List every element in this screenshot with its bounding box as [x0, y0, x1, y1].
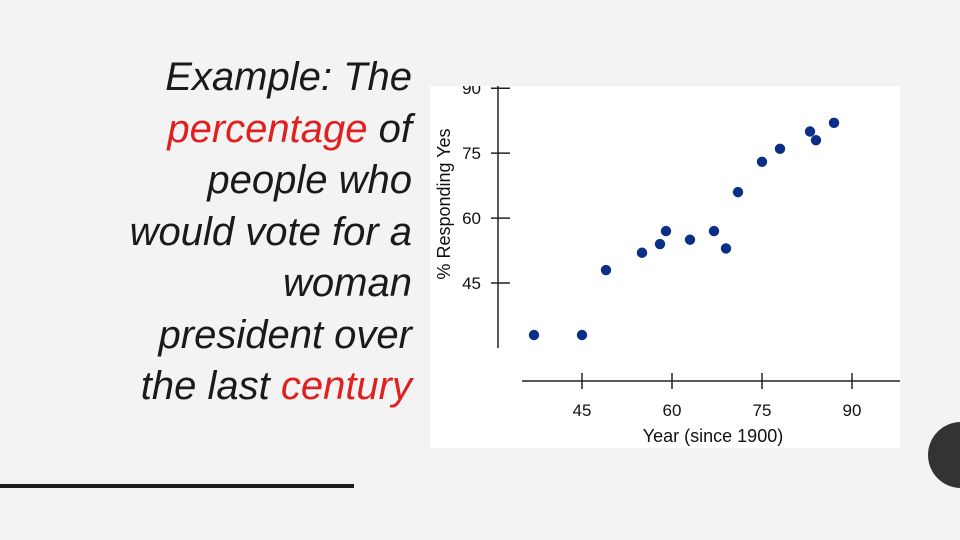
title-text-3: people who: [207, 158, 412, 202]
title-text-2: of: [378, 106, 412, 151]
data-point: [576, 329, 588, 341]
title-underline-bar: [0, 484, 354, 488]
title-text-7: the last: [140, 364, 270, 408]
data-point: [528, 329, 540, 341]
corner-decoration-circle: [928, 422, 960, 488]
x-axis-title: Year (since 1900): [643, 426, 783, 446]
scatter-chart-panel: 45 60 75 90 45 60 75 90 % Responding Yes Year …: [430, 86, 900, 448]
title-highlight-century: century: [280, 364, 412, 408]
x-tick-label: 75: [753, 401, 772, 420]
x-axis: 45 60 75 90: [522, 373, 900, 420]
y-tick-label: 60: [462, 209, 481, 228]
data-point: [810, 134, 822, 146]
title-highlight-percentage: percentage: [167, 106, 368, 151]
data-point: [732, 186, 744, 198]
data-point: [720, 243, 732, 254]
y-tick-label: 45: [462, 274, 481, 293]
y-tick-label: 75: [462, 144, 481, 163]
data-point: [684, 234, 696, 245]
data-point: [804, 126, 816, 137]
data-point: [660, 225, 672, 237]
y-tick-label: 90: [462, 86, 481, 98]
data-point: [600, 264, 612, 276]
title-text-4: would vote for a: [129, 209, 412, 254]
x-tick-label: 45: [573, 401, 592, 420]
data-point: [636, 247, 648, 258]
y-axis: 45 60 75 90: [462, 86, 510, 348]
title-text-6: president over: [158, 312, 412, 357]
y-axis-title: % Responding Yes: [434, 128, 454, 279]
x-tick-label: 60: [663, 401, 682, 420]
slide-title: Example: The percentage of people who would…: [40, 52, 412, 413]
data-point: [654, 238, 666, 250]
title-text-1: Example: The: [165, 55, 412, 99]
title-text-5: woman: [283, 261, 412, 305]
data-points: [528, 117, 840, 341]
data-point: [756, 156, 768, 168]
data-point: [774, 143, 786, 155]
scatter-chart: 45 60 75 90 45 60 75 90 % Responding Yes Year …: [434, 86, 900, 446]
data-point: [708, 225, 720, 237]
x-tick-label: 90: [843, 401, 862, 420]
data-point: [828, 117, 840, 129]
